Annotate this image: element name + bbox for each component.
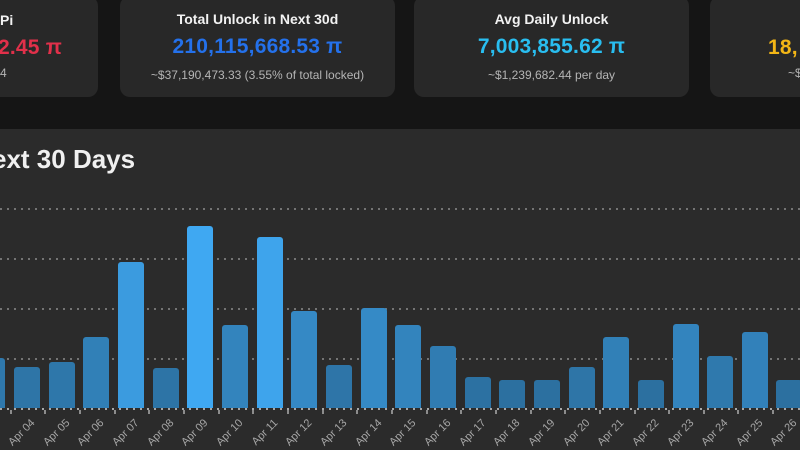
bar-apr-18[interactable] <box>499 380 526 408</box>
axis-tick <box>356 410 359 414</box>
bar-apr-11[interactable] <box>256 237 283 408</box>
bar-apr-08[interactable] <box>152 368 179 408</box>
axis-tick <box>390 410 393 414</box>
axis-tick <box>633 410 636 414</box>
x-axis-label-apr-04: Apr 04 <box>6 417 38 449</box>
gridline <box>0 258 800 260</box>
bar-apr-03[interactable] <box>0 358 6 408</box>
axis-tick <box>78 410 81 414</box>
stat-card-title: Pi <box>0 12 14 28</box>
bar-apr-19[interactable] <box>533 380 560 408</box>
axis-tick <box>148 410 151 414</box>
bar-apr-09[interactable] <box>187 226 214 408</box>
bar-apr-07[interactable] <box>117 262 144 408</box>
bar-apr-23[interactable] <box>672 324 699 408</box>
stat-card-locked-pi: Pi 2.45 π 4 <box>0 0 98 97</box>
stat-card-title: Avg Daily Unlock <box>494 11 609 27</box>
bar-apr-20[interactable] <box>568 367 595 408</box>
axis-tick <box>9 410 12 414</box>
stat-card-subtitle: ~$ <box>788 66 800 80</box>
axis-tick <box>564 410 567 414</box>
axis-tick <box>182 410 185 414</box>
stat-card-avg-daily-unlock: Avg Daily Unlock 7,003,855.62 π ~$1,239,… <box>414 0 689 97</box>
axis-tick <box>494 410 497 414</box>
stat-card-total-unlock: Total Unlock in Next 30d 210,115,668.53 … <box>120 0 395 97</box>
axis-tick <box>598 410 601 414</box>
stat-card-value: 18, <box>768 36 798 59</box>
bar-apr-04[interactable] <box>13 367 40 408</box>
bar-apr-05[interactable] <box>48 362 75 408</box>
axis-tick <box>217 410 220 414</box>
axis-tick <box>286 410 289 414</box>
stat-card-subtitle: ~$37,190,473.33 (3.55% of total locked) <box>150 68 365 82</box>
bar-apr-14[interactable] <box>360 308 387 408</box>
axis-tick <box>737 410 740 414</box>
gridline <box>0 308 800 310</box>
chart-title: ext 30 Days <box>0 144 136 174</box>
stat-card-title: Total Unlock in Next 30d <box>176 11 339 27</box>
stat-card-value: 210,115,668.53 π <box>172 35 343 58</box>
x-axis-line <box>0 408 800 410</box>
bar-apr-16[interactable] <box>429 346 456 408</box>
axis-tick <box>702 410 705 414</box>
axis-tick <box>113 410 116 414</box>
axis-tick <box>460 410 463 414</box>
axis-tick <box>668 410 671 414</box>
axis-tick <box>425 410 428 414</box>
stat-card-subtitle: ~$1,239,682.44 per day <box>487 68 616 82</box>
stat-card-subtitle: 4 <box>0 66 7 80</box>
bar-apr-13[interactable] <box>325 365 352 408</box>
bar-apr-15[interactable] <box>395 325 422 408</box>
bar-apr-12[interactable] <box>291 311 318 408</box>
stat-card-value: 7,003,855.62 π <box>477 35 626 58</box>
axis-tick <box>772 410 775 414</box>
axis-tick <box>529 410 532 414</box>
bar-apr-24[interactable] <box>707 356 734 408</box>
bar-apr-25[interactable] <box>741 332 768 408</box>
stat-card-next-unlock: 18, ~$ <box>710 0 800 97</box>
bar-apr-26[interactable] <box>776 380 800 408</box>
axis-tick <box>44 410 47 414</box>
axis-tick <box>252 410 255 414</box>
axis-tick <box>321 410 324 414</box>
bar-apr-06[interactable] <box>83 337 110 408</box>
bar-apr-21[interactable] <box>603 337 630 408</box>
bar-apr-22[interactable] <box>637 380 664 408</box>
gridline <box>0 208 800 210</box>
bar-apr-10[interactable] <box>221 325 248 408</box>
bar-apr-17[interactable] <box>464 377 491 408</box>
stat-card-value: 2.45 π <box>0 36 62 59</box>
